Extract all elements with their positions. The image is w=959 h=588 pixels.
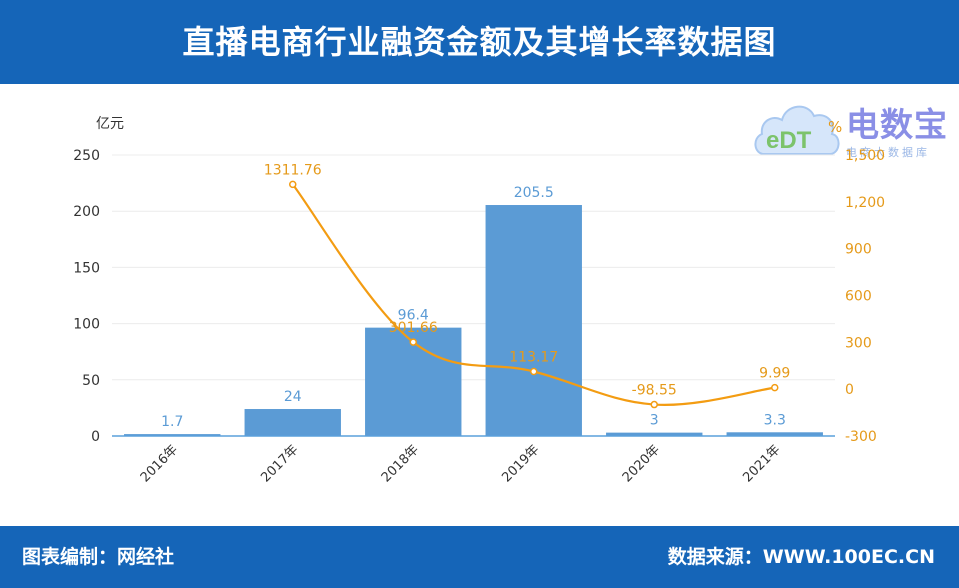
left-tick-label: 0 — [91, 429, 100, 445]
bar — [124, 434, 221, 436]
left-tick-label: 250 — [73, 148, 100, 164]
x-tick-label: 2019年 — [499, 442, 542, 485]
right-tick-label: 600 — [845, 289, 872, 305]
bar-data-label: 24 — [284, 389, 302, 405]
logo-mark: eDT — [766, 127, 812, 154]
footer-editor: 图表编制：网经社 — [22, 546, 175, 568]
chart-title: 直播电商行业融资金额及其增长率数据图 — [182, 23, 777, 61]
left-tick-label: 100 — [73, 317, 100, 333]
x-tick-label: 2018年 — [379, 442, 422, 485]
x-tick-label: 2016年 — [138, 442, 181, 485]
line-data-label: 113.17 — [509, 349, 558, 365]
right-tick-label: 0 — [845, 382, 854, 398]
footer-source: 数据来源：WWW.100EC.CN — [667, 546, 935, 568]
grid-lines — [112, 154, 835, 437]
line-data-label: -98.55 — [632, 383, 677, 399]
right-tick-label: 300 — [845, 335, 872, 351]
right-tick-label: 1,200 — [845, 195, 885, 211]
bar-data-label: 1.7 — [161, 414, 183, 430]
line-point — [530, 367, 538, 376]
axes: 0 50 100 150 200 250 -300 0 300 600 900 1,200 1,500 亿… — [73, 116, 885, 485]
bar-series: 1.7 24 96.4 205.5 3 3.3 — [124, 185, 823, 436]
left-tick-label: 200 — [73, 204, 100, 220]
bar — [726, 432, 823, 436]
right-axis-unit: % — [828, 118, 842, 136]
left-axis-unit: 亿元 — [96, 116, 124, 132]
right-tick-label: 900 — [845, 242, 872, 258]
left-tick-label: 50 — [82, 373, 100, 389]
line-data-label: 9.99 — [759, 366, 790, 382]
bar — [485, 205, 582, 436]
edt-logo: eDT 电数宝 电商大数据库 — [752, 92, 952, 164]
bar — [244, 409, 341, 436]
bar-data-label: 205.5 — [514, 185, 554, 201]
bar-data-label: 96.4 — [398, 308, 429, 324]
growth-rate-line — [291, 183, 775, 406]
x-tick-label: 2017年 — [258, 442, 301, 485]
left-tick-label: 150 — [73, 260, 100, 276]
footer-bar: 图表编制：网经社 数据来源：WWW.100EC.CN — [0, 526, 959, 588]
line-point — [409, 338, 417, 346]
line-data-label: 1311.76 — [264, 162, 322, 178]
x-tick-label: 2021年 — [740, 442, 783, 485]
line-point — [771, 383, 779, 392]
line-series: 1311.76 301.66 113.17 -98.55 9.99 — [264, 162, 790, 409]
line-point — [650, 400, 658, 409]
line-data-label: 301.66 — [389, 320, 438, 336]
chart-area: 1.7 24 96.4 205.5 3 3.3 1311.76 301.66 113.17 -9… — [73, 116, 885, 485]
bar — [606, 432, 703, 436]
header-bar: 直播电商行业融资金额及其增长率数据图 — [0, 0, 959, 84]
logo-subtitle: 电商大数据库 — [846, 146, 930, 159]
cloud-icon: eDT — [754, 105, 840, 155]
bar-data-label: 3 — [650, 413, 659, 429]
logo-brand: 电数宝 — [846, 105, 948, 144]
line-point — [289, 180, 297, 189]
bar-data-label: 3.3 — [764, 412, 786, 428]
right-tick-label: -300 — [845, 429, 877, 445]
x-tick-label: 2020年 — [620, 442, 663, 485]
right-tick-label: 1,500 — [845, 148, 885, 164]
